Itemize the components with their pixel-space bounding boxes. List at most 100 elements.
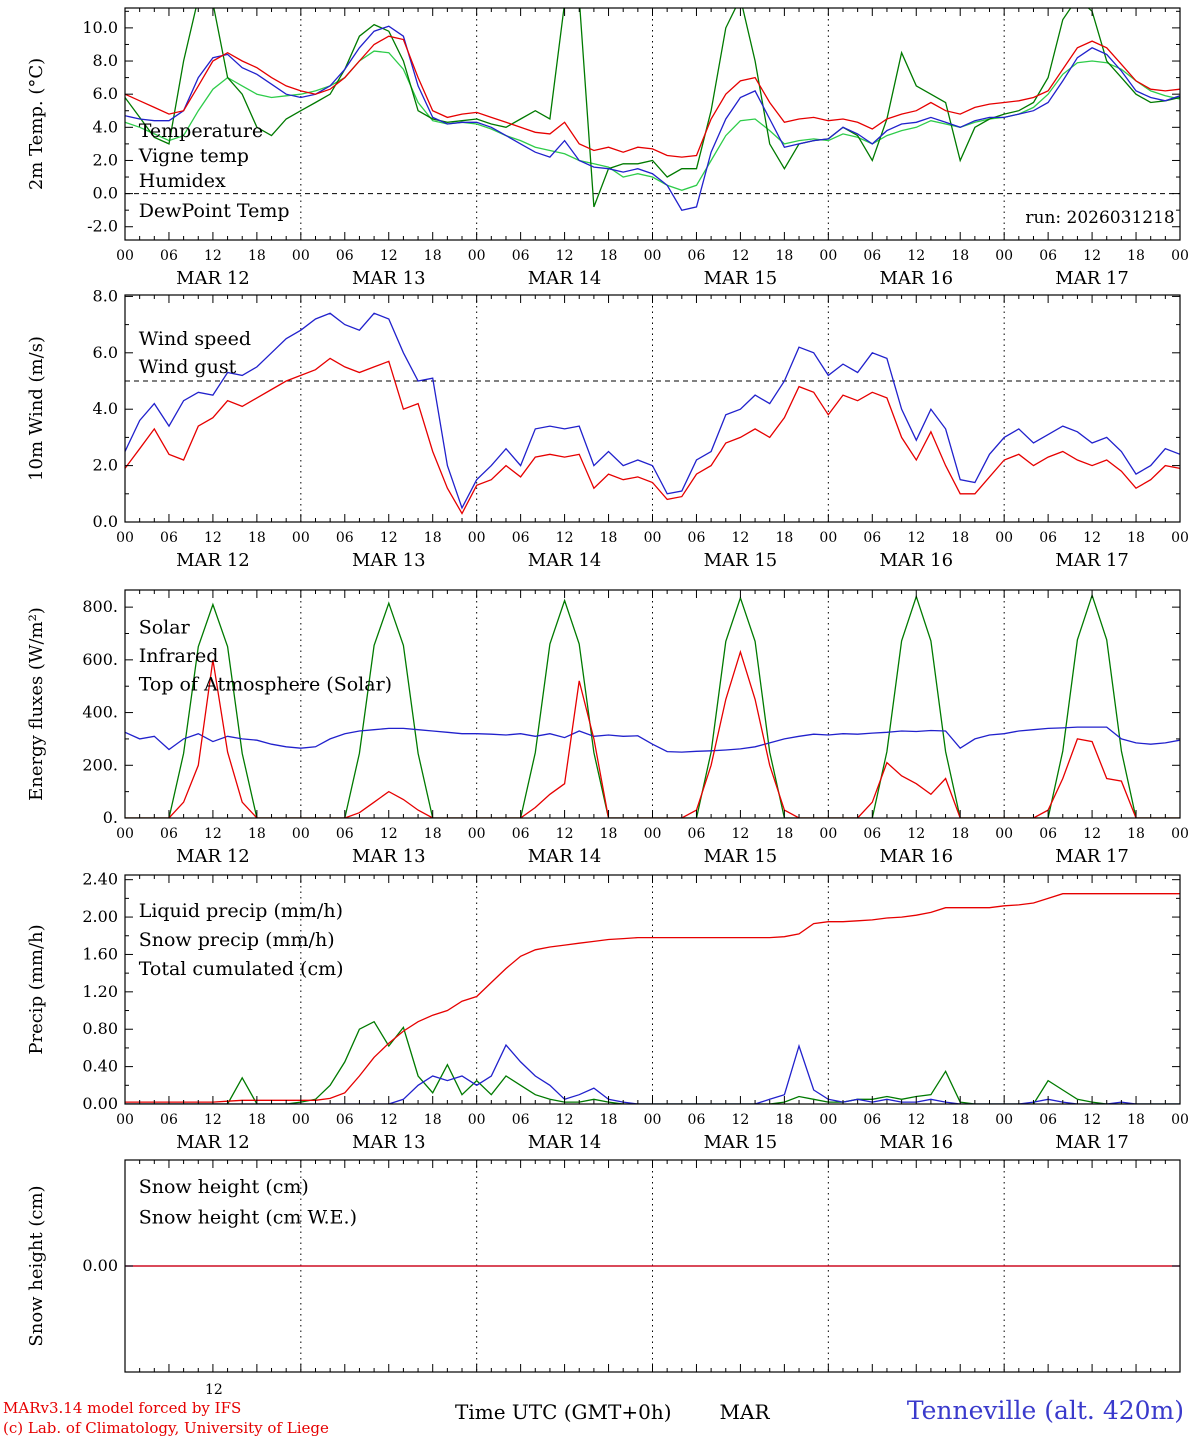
svg-text:Humidex: Humidex bbox=[139, 170, 226, 192]
svg-text:06: 06 bbox=[688, 248, 706, 264]
svg-text:06: 06 bbox=[863, 248, 881, 264]
svg-text:12: 12 bbox=[556, 826, 574, 842]
svg-text:18: 18 bbox=[1127, 530, 1145, 546]
svg-text:18: 18 bbox=[775, 530, 793, 546]
svg-text:4.0: 4.0 bbox=[93, 399, 118, 418]
svg-text:2.40: 2.40 bbox=[82, 870, 118, 889]
svg-text:18: 18 bbox=[424, 248, 442, 264]
svg-text:00: 00 bbox=[1171, 826, 1189, 842]
panel-10m-wind: 00 06 12 18 00 06 12 18 00 06 12 18 00 06 12 18 00 06 12 18… bbox=[0, 286, 1194, 576]
svg-text:00: 00 bbox=[292, 248, 310, 264]
svg-text:06: 06 bbox=[688, 530, 706, 546]
svg-text:Wind speed: Wind speed bbox=[139, 328, 251, 350]
svg-text:600.: 600. bbox=[82, 650, 118, 669]
svg-text:MAR 17: MAR 17 bbox=[1055, 268, 1129, 289]
svg-text:00: 00 bbox=[116, 530, 134, 546]
svg-text:18: 18 bbox=[248, 530, 266, 546]
svg-text:06: 06 bbox=[688, 826, 706, 842]
svg-text:18: 18 bbox=[248, 1112, 266, 1128]
svg-text:18: 18 bbox=[951, 248, 969, 264]
model-credit: MARv3.14 model forced by IFS (c) Lab. of… bbox=[3, 1398, 329, 1438]
svg-text:06: 06 bbox=[336, 826, 354, 842]
svg-text:Wind gust: Wind gust bbox=[139, 356, 237, 378]
svg-text:18: 18 bbox=[951, 530, 969, 546]
svg-text:00: 00 bbox=[644, 530, 662, 546]
footer: 12 MARv3.14 model forced by IFS (c) Lab.… bbox=[0, 1376, 1194, 1440]
svg-text:12: 12 bbox=[907, 1112, 925, 1128]
svg-text:18: 18 bbox=[600, 826, 618, 842]
svg-text:06: 06 bbox=[512, 1112, 530, 1128]
svg-text:00: 00 bbox=[468, 826, 486, 842]
svg-text:2.0: 2.0 bbox=[93, 150, 118, 169]
svg-text:MAR 17: MAR 17 bbox=[1055, 1132, 1129, 1153]
svg-text:12: 12 bbox=[204, 248, 222, 264]
svg-text:MAR 15: MAR 15 bbox=[704, 846, 778, 867]
svg-text:06: 06 bbox=[160, 248, 178, 264]
svg-text:00: 00 bbox=[819, 248, 837, 264]
svg-text:06: 06 bbox=[688, 1112, 706, 1128]
svg-text:12: 12 bbox=[907, 826, 925, 842]
svg-text:MAR 14: MAR 14 bbox=[528, 1132, 602, 1153]
month-label: MAR bbox=[719, 1400, 770, 1424]
svg-text:06: 06 bbox=[336, 248, 354, 264]
svg-text:Snow height (cm): Snow height (cm) bbox=[139, 1176, 309, 1198]
svg-text:06: 06 bbox=[1039, 248, 1057, 264]
svg-text:12: 12 bbox=[556, 530, 574, 546]
svg-text:DewPoint Temp: DewPoint Temp bbox=[139, 200, 290, 222]
svg-text:MAR 14: MAR 14 bbox=[528, 550, 602, 571]
svg-text:MAR 12: MAR 12 bbox=[176, 268, 250, 289]
svg-text:18: 18 bbox=[775, 826, 793, 842]
svg-text:12: 12 bbox=[204, 826, 222, 842]
svg-text:0.00: 0.00 bbox=[82, 1256, 118, 1275]
svg-text:06: 06 bbox=[512, 248, 530, 264]
svg-text:06: 06 bbox=[336, 530, 354, 546]
station-title: Tenneville (alt. 420m) bbox=[906, 1396, 1184, 1425]
svg-text:06: 06 bbox=[1039, 530, 1057, 546]
svg-text:00: 00 bbox=[116, 826, 134, 842]
svg-text:12: 12 bbox=[1083, 1112, 1101, 1128]
svg-text:MAR 16: MAR 16 bbox=[879, 1132, 953, 1153]
svg-text:10m Wind (m/s): 10m Wind (m/s) bbox=[26, 336, 47, 481]
svg-text:00: 00 bbox=[116, 1112, 134, 1128]
svg-text:Total cumulated (cm): Total cumulated (cm) bbox=[139, 958, 344, 980]
svg-text:06: 06 bbox=[160, 530, 178, 546]
svg-text:18: 18 bbox=[248, 248, 266, 264]
svg-text:10.0: 10.0 bbox=[82, 18, 118, 37]
svg-text:18: 18 bbox=[600, 530, 618, 546]
model-credit-line1: MARv3.14 model forced by IFS bbox=[3, 1399, 242, 1417]
svg-text:run: 2026031218: run: 2026031218 bbox=[1025, 208, 1174, 228]
panel-snow-height: 0.00 Snow height (cm) Snow height (cm) Snow… bbox=[0, 1152, 1194, 1382]
svg-text:18: 18 bbox=[424, 1112, 442, 1128]
svg-text:00: 00 bbox=[468, 530, 486, 546]
svg-text:00: 00 bbox=[819, 826, 837, 842]
svg-text:12: 12 bbox=[556, 248, 574, 264]
svg-text:2m Temp. (°C): 2m Temp. (°C) bbox=[26, 58, 47, 190]
svg-text:MAR 13: MAR 13 bbox=[352, 1132, 426, 1153]
svg-text:Snow height (cm W.E.): Snow height (cm W.E.) bbox=[139, 1207, 357, 1229]
svg-text:MAR 12: MAR 12 bbox=[176, 846, 250, 867]
svg-text:0.0: 0.0 bbox=[93, 184, 118, 203]
svg-text:00: 00 bbox=[995, 530, 1013, 546]
svg-text:00: 00 bbox=[116, 248, 134, 264]
svg-text:06: 06 bbox=[1039, 826, 1057, 842]
svg-text:00: 00 bbox=[468, 1112, 486, 1128]
svg-text:4.0: 4.0 bbox=[93, 117, 118, 136]
svg-text:12: 12 bbox=[732, 1112, 750, 1128]
svg-text:00: 00 bbox=[819, 530, 837, 546]
svg-text:12: 12 bbox=[1083, 826, 1101, 842]
svg-text:MAR 12: MAR 12 bbox=[176, 1132, 250, 1153]
svg-text:2.0: 2.0 bbox=[93, 456, 118, 475]
svg-text:0.00: 0.00 bbox=[82, 1094, 118, 1113]
svg-text:06: 06 bbox=[1039, 1112, 1057, 1128]
svg-text:Infrared: Infrared bbox=[139, 645, 219, 667]
svg-text:18: 18 bbox=[424, 826, 442, 842]
svg-text:MAR 16: MAR 16 bbox=[879, 550, 953, 571]
svg-text:MAR 12: MAR 12 bbox=[176, 550, 250, 571]
svg-text:MAR 17: MAR 17 bbox=[1055, 846, 1129, 867]
svg-text:8.0: 8.0 bbox=[93, 287, 118, 305]
svg-text:MAR 14: MAR 14 bbox=[528, 846, 602, 867]
svg-text:12: 12 bbox=[380, 530, 398, 546]
svg-text:18: 18 bbox=[248, 826, 266, 842]
svg-text:MAR 16: MAR 16 bbox=[879, 268, 953, 289]
